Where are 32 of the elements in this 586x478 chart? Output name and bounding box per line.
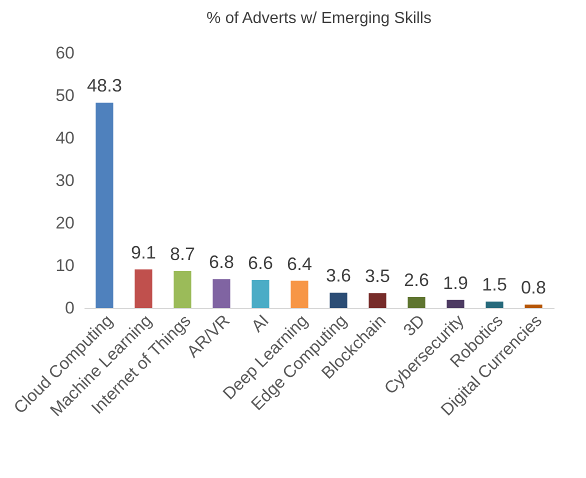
y-tick-label: 20 bbox=[56, 214, 74, 232]
chart-title: % of Adverts w/ Emerging Skills bbox=[206, 10, 432, 27]
y-tick-label: 50 bbox=[56, 86, 74, 105]
bar bbox=[212, 279, 230, 308]
data-label: 1.5 bbox=[482, 274, 508, 295]
data-label: 3.6 bbox=[326, 266, 352, 286]
data-label: 9.1 bbox=[130, 242, 156, 262]
data-label: 2.6 bbox=[404, 270, 430, 290]
data-label: 48.3 bbox=[86, 76, 122, 96]
bar bbox=[408, 296, 426, 308]
bar bbox=[368, 293, 386, 308]
y-tick-label: 40 bbox=[56, 128, 74, 148]
data-label: 3.5 bbox=[364, 266, 390, 286]
bar bbox=[486, 302, 504, 308]
bar bbox=[174, 271, 192, 308]
bar bbox=[252, 280, 270, 308]
bar bbox=[446, 300, 464, 308]
y-tick-label: 0 bbox=[65, 298, 74, 318]
data-label: 0.8 bbox=[521, 278, 546, 298]
data-label: 6.4 bbox=[286, 254, 312, 274]
y-tick-label: 60 bbox=[56, 44, 74, 62]
bar bbox=[290, 280, 308, 308]
data-label: 6.8 bbox=[208, 252, 234, 272]
bar bbox=[524, 304, 542, 308]
bar bbox=[134, 269, 152, 308]
bar bbox=[330, 292, 348, 308]
y-tick-label: 30 bbox=[56, 171, 74, 190]
y-tick-label: 10 bbox=[56, 256, 74, 275]
data-label: 1.9 bbox=[443, 272, 468, 293]
data-label: 6.6 bbox=[248, 252, 274, 273]
bar bbox=[96, 102, 114, 308]
data-label: 8.7 bbox=[170, 244, 195, 264]
